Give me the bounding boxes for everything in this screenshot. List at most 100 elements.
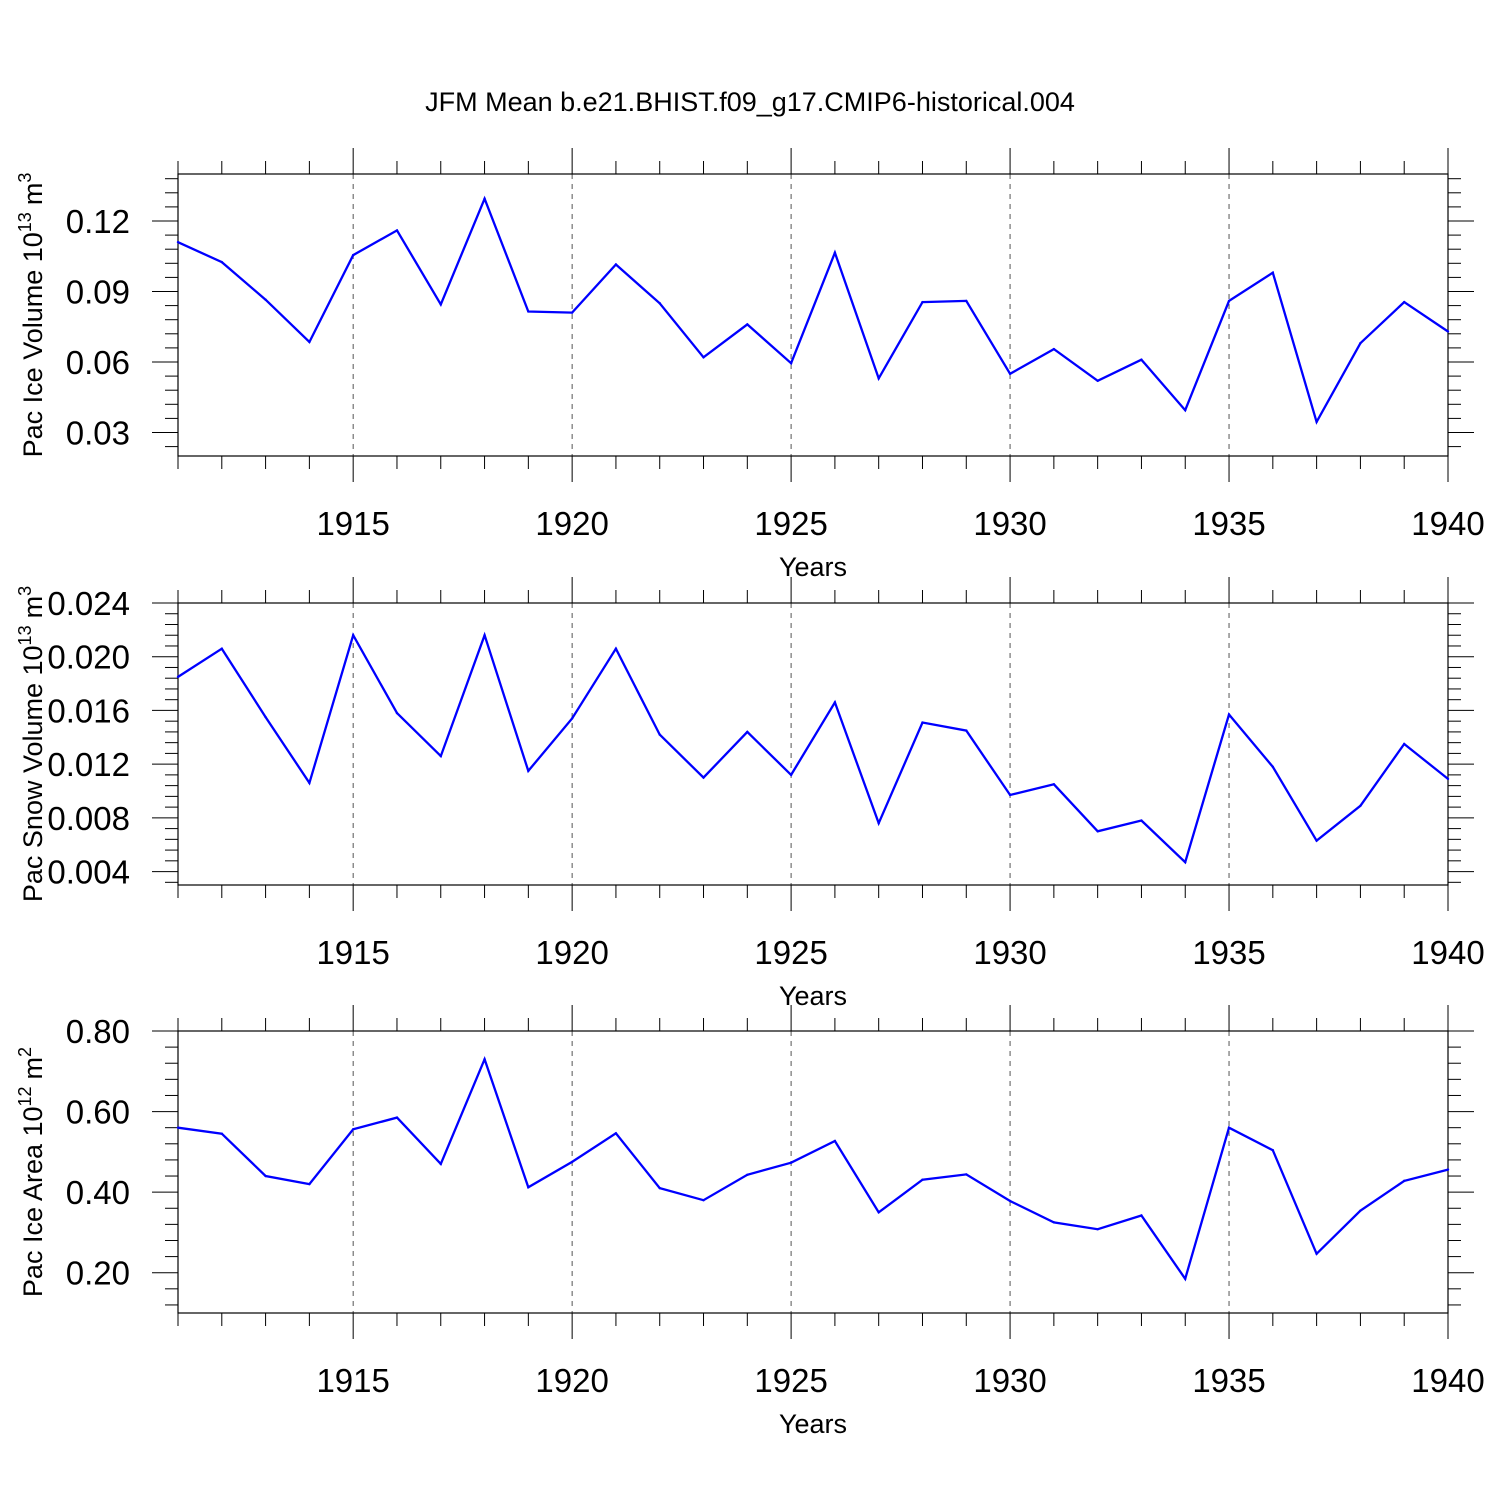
y-axis-label: Pac Snow Volume 1013 m3	[15, 586, 48, 902]
data-point	[308, 340, 311, 344]
y-axis-label: Pac Ice Volume 1013 m3	[15, 173, 48, 458]
data-point	[1184, 408, 1187, 412]
data-point	[483, 1058, 486, 1061]
y-axis-label-text: Pac Ice Area 10	[18, 1106, 48, 1297]
data-point	[658, 1186, 661, 1190]
data-points	[176, 197, 1450, 424]
data-point	[1008, 793, 1012, 797]
data-point	[658, 302, 661, 305]
y-axis-label: Pac Ice Area 1012 m2	[15, 1047, 48, 1297]
data-point	[1140, 1214, 1143, 1217]
data-points	[176, 1058, 1450, 1280]
data-point	[570, 311, 574, 314]
y-axis-label-exponent: 13	[15, 625, 35, 645]
series-line	[177, 195, 1449, 425]
data-point	[395, 711, 399, 715]
data-point	[527, 1186, 530, 1189]
y-tick-label: 0.20	[66, 1255, 130, 1292]
data-point	[1227, 1126, 1231, 1129]
y-tick-label: 0.004	[47, 854, 130, 891]
x-ticks	[177, 1005, 1449, 1339]
x-axis-label: Years	[779, 1409, 847, 1439]
data-point	[1271, 765, 1275, 769]
x-ticks	[177, 577, 1449, 911]
y-tick-label: 0.024	[47, 585, 130, 622]
data-point	[1184, 1277, 1187, 1280]
data-point	[1403, 1179, 1406, 1183]
data-point	[1446, 1168, 1450, 1171]
panels: 1915 1920 1925 1930 1935 1940 Years 0.03 0.06 0.0…	[15, 148, 1485, 1439]
data-point	[965, 729, 968, 732]
y-ticks	[152, 602, 1474, 883]
data-point	[833, 251, 837, 254]
data-point	[264, 1174, 267, 1178]
data-point	[614, 1132, 618, 1135]
chart-title: JFM Mean b.e21.BHIST.f09_g17.CMIP6-histo…	[425, 87, 1075, 117]
data-point	[1008, 1199, 1012, 1203]
x-axis-label: Years	[779, 552, 847, 582]
data-point	[220, 260, 223, 264]
y-axis-label-unit-exponent: 3	[15, 586, 35, 596]
data-point	[614, 263, 618, 266]
data-point	[1227, 713, 1231, 716]
y-tick-label: 0.03	[66, 415, 130, 452]
data-point	[1271, 1149, 1275, 1152]
data-point	[965, 1173, 968, 1176]
y-tick-label: 0.80	[66, 1013, 130, 1050]
y-tick-label: 0.008	[47, 800, 130, 837]
y-axis-label-unit: m	[18, 183, 48, 206]
data-point	[395, 229, 399, 232]
data-point	[877, 822, 880, 825]
data-point	[439, 754, 442, 758]
data-point	[439, 303, 442, 306]
data-point	[789, 773, 793, 777]
x-tick-label: 1920	[535, 934, 608, 971]
y-axis-label-text: Pac Snow Volume 10	[18, 645, 48, 902]
y-tick-label: 0.09	[66, 274, 130, 311]
x-tick-label: 1935	[1192, 934, 1265, 971]
data-point	[877, 1211, 880, 1214]
data-point	[1140, 358, 1143, 361]
data-point	[483, 634, 486, 637]
data-point	[220, 1132, 223, 1135]
x-tick-label: 1920	[535, 1362, 608, 1399]
data-point	[702, 356, 705, 359]
data-point	[746, 1173, 749, 1177]
panel-2: 1915 1920 1925 1930 1935 1940 Years 0.004 0.008 0…	[15, 577, 1485, 1011]
y-axis-label-exponent: 13	[15, 212, 35, 232]
data-point	[1271, 271, 1275, 274]
y-tick-label: 0.012	[47, 746, 130, 783]
x-tick-label: 1940	[1411, 934, 1484, 971]
data-point	[1052, 1221, 1056, 1224]
x-tick-label: 1930	[973, 505, 1046, 542]
data-point	[1227, 299, 1231, 303]
data-point	[1403, 742, 1406, 746]
data-point	[483, 197, 486, 200]
x-tick-label: 1935	[1192, 505, 1265, 542]
data-point	[702, 1199, 705, 1202]
data-point	[351, 253, 355, 257]
data-point	[176, 1126, 180, 1129]
data-point	[176, 240, 180, 244]
x-tick-label: 1915	[316, 1362, 389, 1399]
y-tick-label: 0.06	[66, 344, 130, 381]
data-point	[746, 323, 749, 326]
y-tick-label: 0.016	[47, 692, 130, 729]
x-tick-label: 1925	[754, 1362, 827, 1399]
x-tick-label: 1930	[973, 1362, 1046, 1399]
x-tick-label: 1915	[316, 934, 389, 971]
data-point	[570, 1160, 574, 1164]
data-point	[1359, 1209, 1362, 1212]
data-point	[351, 634, 355, 637]
y-axis-label-unit: m	[18, 596, 48, 619]
x-tick-label: 1915	[316, 505, 389, 542]
y-tick-label: 0.12	[66, 203, 130, 240]
x-tick-label: 1920	[535, 505, 608, 542]
data-point	[351, 1128, 355, 1131]
data-point	[1052, 783, 1056, 786]
data-point	[1052, 347, 1056, 351]
data-point	[877, 377, 880, 380]
x-tick-label: 1930	[973, 934, 1046, 971]
panel-1: 1915 1920 1925 1930 1935 1940 Years 0.03 0.06 0.0…	[15, 148, 1485, 582]
x-tick-label: 1940	[1411, 1362, 1484, 1399]
